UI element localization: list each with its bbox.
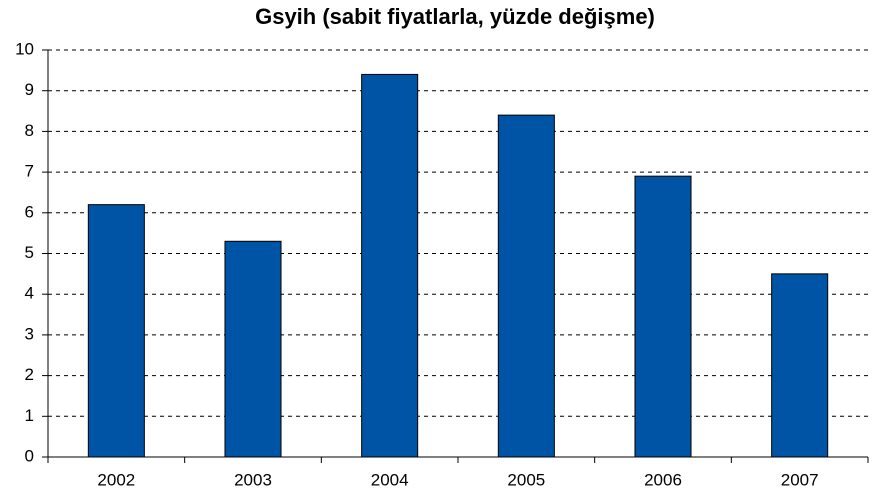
y-tick-label: 0	[25, 446, 34, 465]
bar	[224, 240, 282, 458]
x-tick-label: 2002	[97, 470, 135, 489]
y-tick-label: 9	[25, 80, 34, 99]
bar	[634, 175, 692, 458]
x-tick-label: 2003	[234, 470, 272, 489]
x-tick-label: 2007	[781, 470, 819, 489]
x-tick-label: 2006	[644, 470, 682, 489]
x-tick-label: 2005	[507, 470, 545, 489]
bar	[771, 273, 829, 458]
y-tick-label: 2	[25, 365, 34, 384]
y-tick-label: 5	[25, 243, 34, 262]
y-tick-label: 8	[25, 121, 34, 140]
y-tick-label: 10	[15, 39, 34, 58]
bar	[87, 204, 145, 458]
bar	[497, 114, 555, 458]
y-tick-label: 3	[25, 324, 34, 343]
x-tick-label: 2004	[371, 470, 409, 489]
y-tick-label: 6	[25, 202, 34, 221]
chart-title: Gsyih (sabit fiyatlarla, yüzde değişme)	[255, 4, 655, 29]
y-tick-label: 7	[25, 162, 34, 181]
bar	[361, 73, 419, 458]
y-tick-label: 1	[25, 406, 34, 425]
y-tick-label: 4	[25, 284, 34, 303]
